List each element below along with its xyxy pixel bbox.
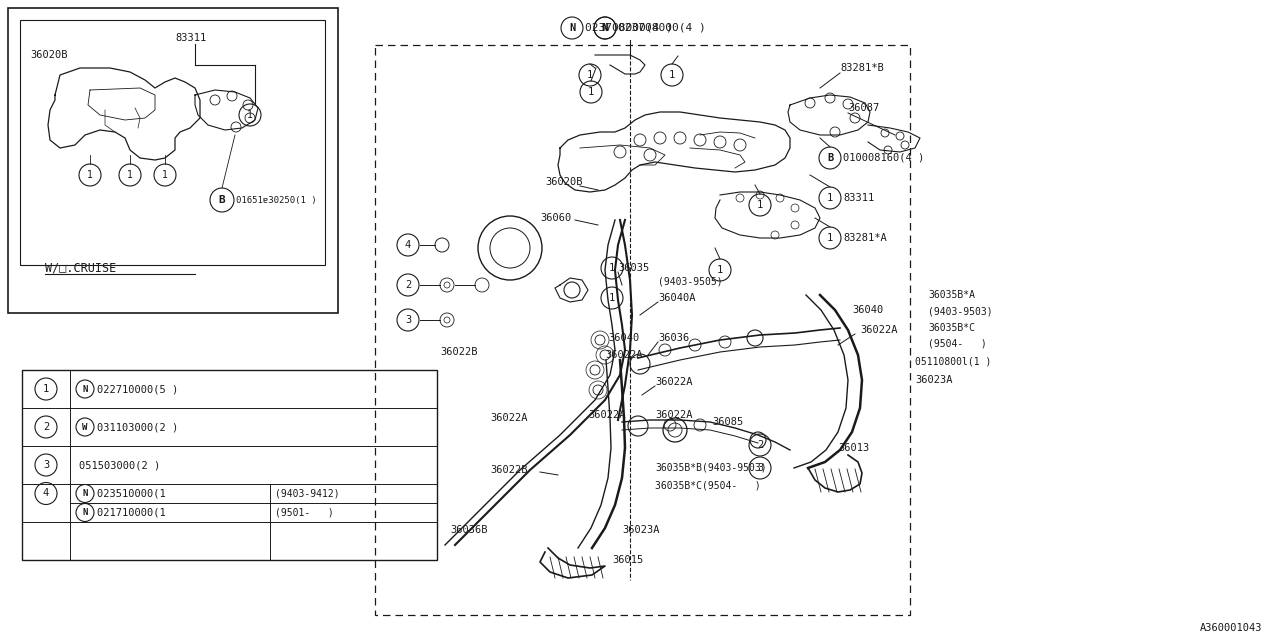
Text: 1: 1 bbox=[586, 70, 593, 80]
Text: 3: 3 bbox=[404, 315, 411, 325]
Text: 1: 1 bbox=[163, 170, 168, 180]
Text: 83281*A: 83281*A bbox=[844, 233, 887, 243]
Text: 36085: 36085 bbox=[712, 417, 744, 427]
Text: 031103000(2 ): 031103000(2 ) bbox=[97, 422, 178, 432]
Text: 1: 1 bbox=[87, 170, 93, 180]
Text: (9501-   ): (9501- ) bbox=[275, 508, 334, 518]
Text: 36020B: 36020B bbox=[545, 177, 582, 187]
Text: 36060: 36060 bbox=[540, 213, 571, 223]
Text: (9403-9412): (9403-9412) bbox=[275, 488, 339, 499]
Text: 2: 2 bbox=[756, 440, 763, 450]
Text: 010008160(4 ): 010008160(4 ) bbox=[844, 153, 924, 163]
Text: N: N bbox=[602, 23, 608, 33]
Text: 36035B*B(9403-9503): 36035B*B(9403-9503) bbox=[655, 463, 767, 473]
Text: 36040A: 36040A bbox=[658, 293, 695, 303]
Text: 2: 2 bbox=[404, 280, 411, 290]
Text: 1: 1 bbox=[609, 293, 616, 303]
Text: 023708000(4 ): 023708000(4 ) bbox=[618, 23, 705, 33]
Text: 2: 2 bbox=[42, 422, 49, 432]
Text: 36022A: 36022A bbox=[490, 413, 527, 423]
Text: A360001043: A360001043 bbox=[1199, 623, 1262, 633]
Text: 36013: 36013 bbox=[838, 443, 869, 453]
Bar bbox=[22, 370, 436, 560]
Text: N: N bbox=[602, 23, 608, 33]
Text: 1: 1 bbox=[827, 233, 833, 243]
Text: W/□.CRUISE: W/□.CRUISE bbox=[45, 262, 116, 275]
Text: 36023A: 36023A bbox=[622, 525, 659, 535]
Text: (9403-9505): (9403-9505) bbox=[658, 277, 723, 287]
Text: 023708000(4 ): 023708000(4 ) bbox=[585, 23, 673, 33]
Text: 1: 1 bbox=[127, 170, 133, 180]
Text: 3: 3 bbox=[42, 460, 49, 470]
Text: 83281*B: 83281*B bbox=[840, 63, 883, 73]
Text: 36022A: 36022A bbox=[655, 410, 692, 420]
Text: 36035: 36035 bbox=[618, 263, 649, 273]
Text: 05110800l(1 ): 05110800l(1 ) bbox=[915, 357, 992, 367]
Text: 36040: 36040 bbox=[608, 333, 639, 343]
Text: 36036: 36036 bbox=[658, 333, 689, 343]
Text: 36035B*A: 36035B*A bbox=[928, 290, 975, 300]
Text: 4: 4 bbox=[42, 488, 49, 499]
Text: N: N bbox=[82, 508, 88, 517]
Text: 022710000(5 ): 022710000(5 ) bbox=[97, 384, 178, 394]
Text: 36087: 36087 bbox=[849, 103, 879, 113]
Text: 1: 1 bbox=[588, 87, 594, 97]
Text: 1: 1 bbox=[247, 110, 253, 120]
Text: 36022B: 36022B bbox=[490, 465, 527, 475]
Text: 36035B*C(9504-   ): 36035B*C(9504- ) bbox=[655, 480, 760, 490]
Text: 36022A: 36022A bbox=[860, 325, 897, 335]
Text: 36035B*C: 36035B*C bbox=[928, 323, 975, 333]
Text: W: W bbox=[82, 422, 88, 431]
Text: 3: 3 bbox=[756, 463, 763, 473]
Bar bbox=[375, 45, 910, 615]
Text: 36015: 36015 bbox=[612, 555, 644, 565]
Text: B: B bbox=[219, 195, 225, 205]
Text: 1: 1 bbox=[756, 200, 763, 210]
Text: 1: 1 bbox=[669, 70, 675, 80]
Bar bbox=[20, 20, 325, 265]
Text: 4: 4 bbox=[404, 240, 411, 250]
Bar bbox=[8, 8, 338, 313]
Text: 1: 1 bbox=[717, 265, 723, 275]
Text: N: N bbox=[82, 385, 88, 394]
Text: 36023A: 36023A bbox=[915, 375, 952, 385]
Text: 36022A: 36022A bbox=[605, 350, 643, 360]
Text: 83311: 83311 bbox=[175, 33, 206, 43]
Text: N: N bbox=[568, 23, 575, 33]
Text: 051503000(2 ): 051503000(2 ) bbox=[79, 460, 160, 470]
Text: 01651ɐ30250(1 ): 01651ɐ30250(1 ) bbox=[236, 195, 316, 205]
Text: 1: 1 bbox=[609, 263, 616, 273]
Text: 1: 1 bbox=[827, 193, 833, 203]
Text: 36036B: 36036B bbox=[451, 525, 488, 535]
Text: 021710000(1: 021710000(1 bbox=[97, 508, 178, 518]
Text: 023510000(1: 023510000(1 bbox=[97, 488, 178, 499]
Text: 83311: 83311 bbox=[844, 193, 874, 203]
Text: 36040: 36040 bbox=[852, 305, 883, 315]
Text: 1: 1 bbox=[42, 384, 49, 394]
Text: 36022A: 36022A bbox=[655, 377, 692, 387]
Text: 36022B: 36022B bbox=[440, 347, 477, 357]
Text: 36020B: 36020B bbox=[29, 50, 68, 60]
Text: B: B bbox=[827, 153, 833, 163]
Text: 36022A: 36022A bbox=[588, 410, 626, 420]
Text: N: N bbox=[82, 489, 88, 498]
Text: (9403-9503): (9403-9503) bbox=[928, 307, 992, 317]
Text: (9504-   ): (9504- ) bbox=[928, 339, 987, 349]
